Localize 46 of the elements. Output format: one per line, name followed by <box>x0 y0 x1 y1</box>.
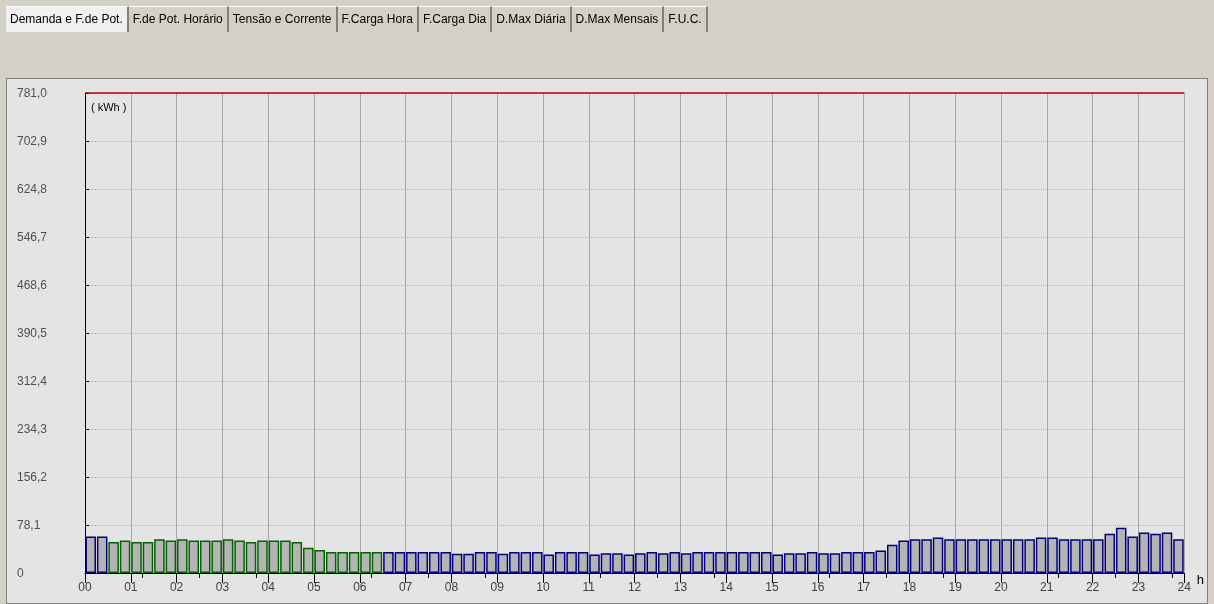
x-tick-label: 15 <box>765 580 779 594</box>
y-tick-label: 468,6 <box>17 278 48 292</box>
x-tick-label: 06 <box>353 580 367 594</box>
x-tick-label: 21 <box>1040 580 1054 594</box>
text: D.Max Mensais <box>571 6 665 32</box>
text: Tensão e Corrente <box>228 6 338 32</box>
x-tick-label: 10 <box>536 580 550 594</box>
x-tick-label: 23 <box>1131 580 1146 594</box>
x-tick-label: 02 <box>169 580 184 594</box>
x-tick-label: 04 <box>261 580 276 594</box>
x-tick-label: 08 <box>444 580 459 594</box>
x-tick-label: 01 <box>124 580 138 594</box>
x-tick-label: 14 <box>719 580 734 594</box>
y-tick-label: 312,4 <box>17 374 48 388</box>
y-tick-label: 624,8 <box>17 182 48 196</box>
x-tick-label: 00 <box>78 580 92 594</box>
y-tick-label: 546,7 <box>17 230 48 244</box>
x-tick-label: 12 <box>627 580 642 594</box>
y-tick-label: 156,2 <box>17 470 48 484</box>
text: D.Max Diária <box>492 6 572 32</box>
y-tick-label: 234,3 <box>17 422 48 436</box>
text: F.Carga Dia <box>418 6 493 32</box>
x-tick-label: 07 <box>398 580 413 594</box>
y-tick-label: 78,1 <box>17 518 41 532</box>
x-tick-label: 11 <box>582 580 596 594</box>
x-tick-label: 03 <box>215 580 230 594</box>
y-tick-label: 781,0 <box>17 86 48 100</box>
text: F.de Pot. Horário <box>128 6 229 32</box>
y-tick-label: 0 <box>17 566 24 580</box>
y-axis-title: ( kWh ) <box>91 100 127 113</box>
text: Demanda e F.de Pot. <box>6 6 129 32</box>
text: F.Carga Hora <box>337 6 419 32</box>
x-tick-label: 18 <box>902 580 917 594</box>
y-tick-label: 390,5 <box>17 326 48 340</box>
x-tick-label: 17 <box>856 580 871 594</box>
text: F.U.C. <box>664 6 708 32</box>
x-tick-label: 13 <box>673 580 688 594</box>
x-tick-label: 16 <box>811 580 825 594</box>
x-tick-label: 09 <box>490 580 505 594</box>
x-tick-label: 19 <box>948 580 963 594</box>
x-tick-label: 20 <box>994 580 1008 594</box>
x-tick-label: 24 <box>1177 580 1192 594</box>
x-tick-label: 05 <box>307 580 321 594</box>
y-tick-label: 702,9 <box>17 134 48 148</box>
x-axis-title: h <box>1196 572 1204 587</box>
x-tick-label: 22 <box>1085 580 1100 594</box>
